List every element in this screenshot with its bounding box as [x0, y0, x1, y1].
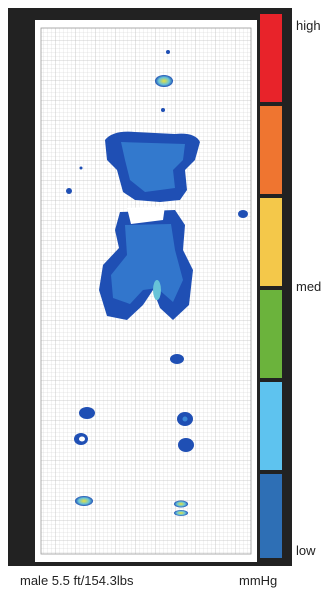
- pressure-speck: [161, 108, 165, 112]
- grid-border: [40, 27, 252, 555]
- pressure-gap: [127, 206, 165, 224]
- pressure-hotspot-head: [155, 75, 173, 87]
- pressure-region-hips-mid: [111, 224, 183, 304]
- scale-level-upper-mid: [260, 106, 282, 194]
- scale-label-low: low: [296, 543, 316, 558]
- scale-label-med: med: [296, 279, 322, 294]
- pressure-gap: [79, 436, 85, 442]
- pressure-region-calf-left: [79, 407, 95, 419]
- pressure-hotspot-small: [182, 416, 188, 422]
- image-frame: [8, 8, 292, 566]
- scale-level-med-high: [260, 198, 282, 286]
- pressure-speck: [166, 50, 170, 54]
- pressure-region-heel-left: [75, 496, 93, 506]
- scale-level-high: [260, 14, 282, 102]
- pressure-region-knee-right: [170, 354, 184, 364]
- pressure-hotspot-hips: [153, 280, 161, 300]
- pressure-region-upper-back-mid: [121, 142, 185, 192]
- subject-caption: male 5.5 ft/154.3lbs: [20, 573, 134, 588]
- pressure-region-calf-right-lower: [178, 438, 194, 452]
- pressure-speck-right: [238, 210, 248, 218]
- scale-level-med-low: [260, 290, 282, 378]
- pressure-speck-left: [66, 188, 72, 194]
- pressure-map-panel: [35, 20, 257, 562]
- pressure-region-heel-right-lower: [174, 510, 188, 516]
- scale-level-low: [260, 474, 282, 558]
- pressure-region-heel-right-upper: [174, 500, 188, 508]
- pressure-map: [35, 20, 257, 562]
- unit-label: mmHg: [239, 573, 278, 588]
- scale-level-lower-mid: [260, 382, 282, 470]
- pressure-speck: [79, 166, 83, 170]
- scale-label-high: high: [296, 18, 321, 33]
- pressure-scale: [260, 14, 282, 558]
